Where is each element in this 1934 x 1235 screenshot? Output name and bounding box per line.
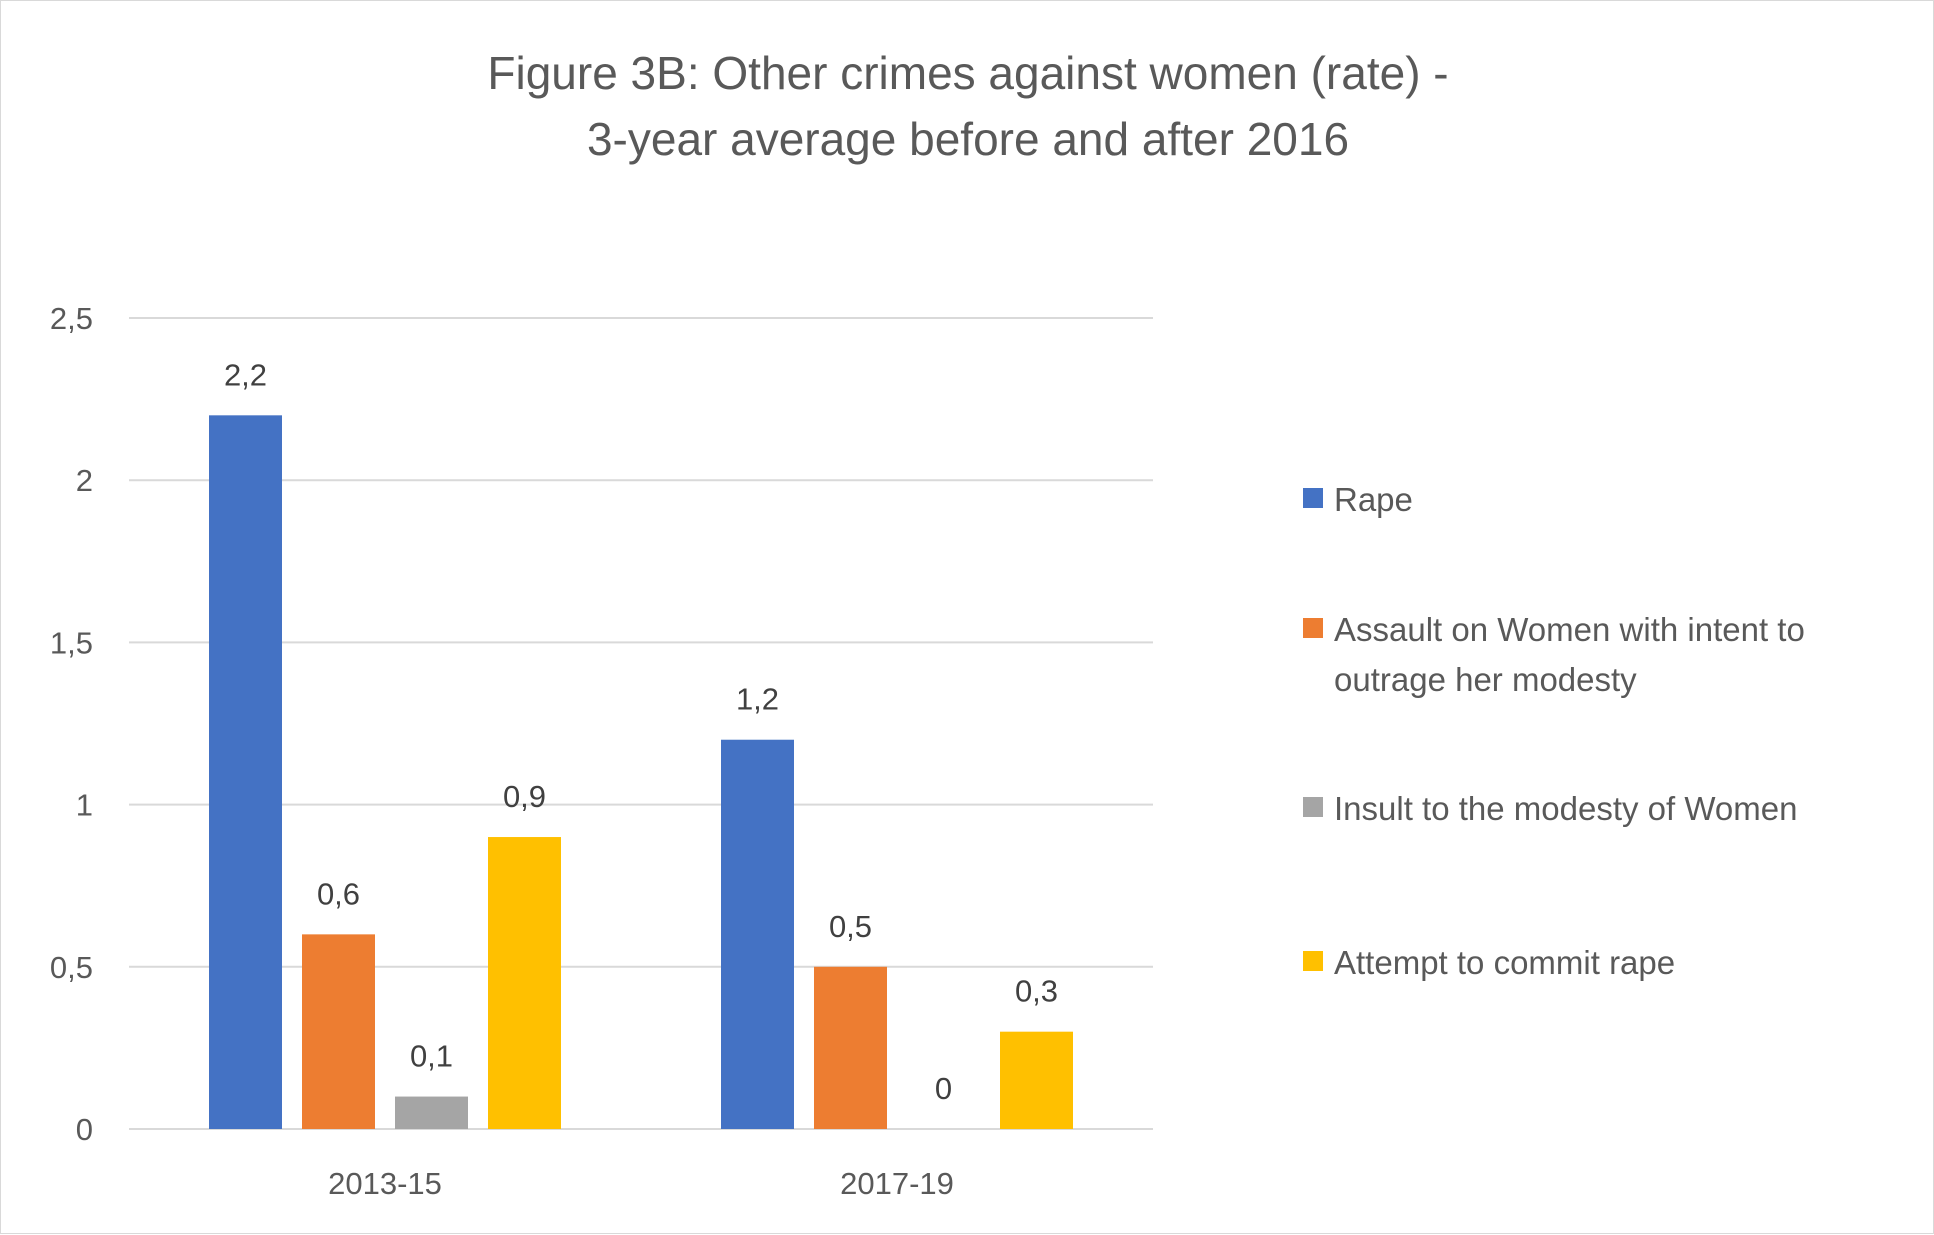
- legend-label: Assault on Women with intent to: [1334, 611, 1805, 648]
- data-label: 0,1: [410, 1039, 453, 1074]
- data-label: 0: [935, 1071, 952, 1106]
- legend-label: Rape: [1334, 481, 1413, 518]
- chart-title-line-2: 3-year average before and after 2016: [587, 113, 1349, 165]
- legend-swatch: [1303, 618, 1323, 638]
- legend-swatch: [1303, 488, 1323, 508]
- chart-title-line-1: Figure 3B: Other crimes against women (r…: [487, 47, 1448, 99]
- legend-label: Attempt to commit rape: [1334, 944, 1675, 981]
- bar: [395, 1096, 468, 1129]
- gridlines: [129, 317, 1153, 1130]
- data-label: 0,9: [503, 779, 546, 814]
- legend-label: outrage her modesty: [1334, 661, 1637, 698]
- data-label: 1,2: [736, 682, 779, 717]
- y-tick-label: 0: [76, 1112, 93, 1147]
- data-label: 0,5: [829, 909, 872, 944]
- bar: [302, 934, 375, 1129]
- x-category-label: 2013-15: [328, 1166, 442, 1201]
- data-label: 0,6: [317, 876, 360, 911]
- data-label: 0,3: [1015, 974, 1058, 1009]
- y-tick-label: 0,5: [50, 950, 93, 985]
- legend-label: Insult to the modesty of Women: [1334, 790, 1797, 827]
- bar: [721, 739, 794, 1129]
- y-axis-ticks: 0 0,5 1 1,5 2 2,5: [50, 301, 93, 1147]
- x-axis-categories: 2013-15 2017-19: [328, 1166, 954, 1201]
- x-category-label: 2017-19: [840, 1166, 954, 1201]
- legend: Rape Assault on Women with intent to outra…: [1303, 481, 1805, 981]
- legend-swatch: [1303, 797, 1323, 817]
- bar: [488, 837, 561, 1129]
- bar: [814, 966, 887, 1129]
- data-labels: 2,2 0,6 0,1 0,9 1,2 0,5 0 0,3: [224, 357, 1058, 1106]
- y-tick-label: 2,5: [50, 301, 93, 336]
- chart-title: Figure 3B: Other crimes against women (r…: [487, 47, 1448, 165]
- y-tick-label: 1: [76, 788, 93, 823]
- legend-swatch: [1303, 951, 1323, 971]
- bars: [209, 415, 1073, 1129]
- bar: [209, 415, 282, 1129]
- y-tick-label: 1,5: [50, 625, 93, 660]
- bar: [1000, 1031, 1073, 1129]
- data-label: 2,2: [224, 357, 267, 392]
- y-tick-label: 2: [76, 463, 93, 498]
